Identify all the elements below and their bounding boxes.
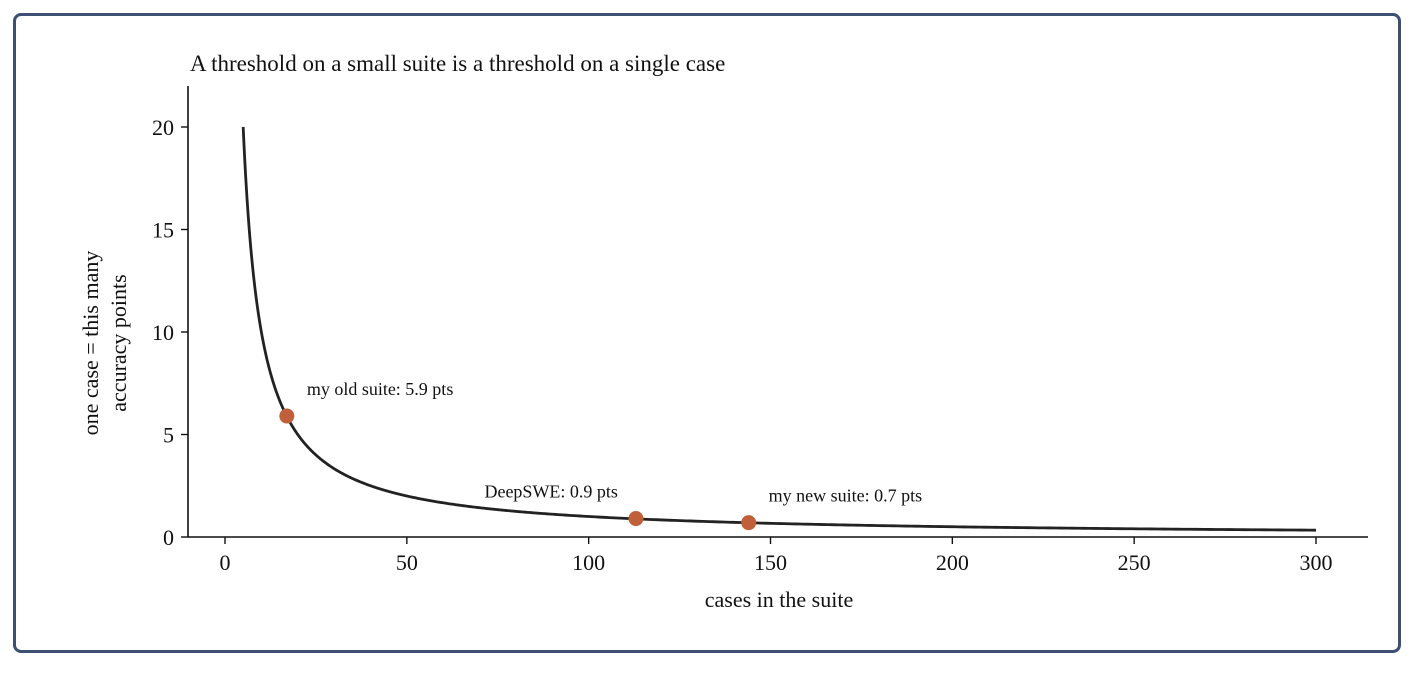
- x-tick-label: 300: [1300, 550, 1333, 575]
- x-axis-label: cases in the suite: [705, 587, 853, 612]
- chart-title: A threshold on a small suite is a thresh…: [190, 51, 725, 76]
- data-point: [628, 511, 644, 527]
- data-point: [741, 515, 757, 531]
- x-tick-label: 50: [396, 550, 418, 575]
- series-layer: [241, 126, 1317, 532]
- y-ticks: 0 5 10 15 20: [152, 115, 188, 550]
- point-label: my old suite: 5.9 pts: [307, 379, 454, 399]
- point-label: my new suite: 0.7 pts: [769, 486, 923, 506]
- y-axis-label-line-1: one case = this many: [78, 251, 103, 436]
- x-tick-label: 100: [572, 550, 605, 575]
- axes: [187, 86, 1368, 538]
- points-layer: my old suite: 5.9 pts DeepSWE: 0.9 pts my …: [279, 379, 923, 531]
- y-axis-label: one case = this many accuracy points: [78, 251, 131, 436]
- x-tick-label: 150: [754, 550, 787, 575]
- y-tick-label: 10: [152, 320, 174, 345]
- y-tick-label: 5: [163, 423, 174, 448]
- data-point: [279, 408, 295, 424]
- y-axis-label-line-2: accuracy points: [106, 274, 131, 411]
- y-tick-label: 0: [163, 525, 174, 550]
- x-tick-label: 200: [936, 550, 969, 575]
- x-tick-label: 250: [1118, 550, 1151, 575]
- x-ticks: 0 50 100 150 200 250 300: [220, 537, 1333, 575]
- y-tick-label: 15: [152, 218, 174, 243]
- y-tick-label: 20: [152, 115, 174, 140]
- chart-frame: [13, 13, 1401, 653]
- point-label: DeepSWE: 0.9 pts: [484, 482, 617, 502]
- x-tick-label: 0: [220, 550, 231, 575]
- series-curve: [241, 126, 1317, 532]
